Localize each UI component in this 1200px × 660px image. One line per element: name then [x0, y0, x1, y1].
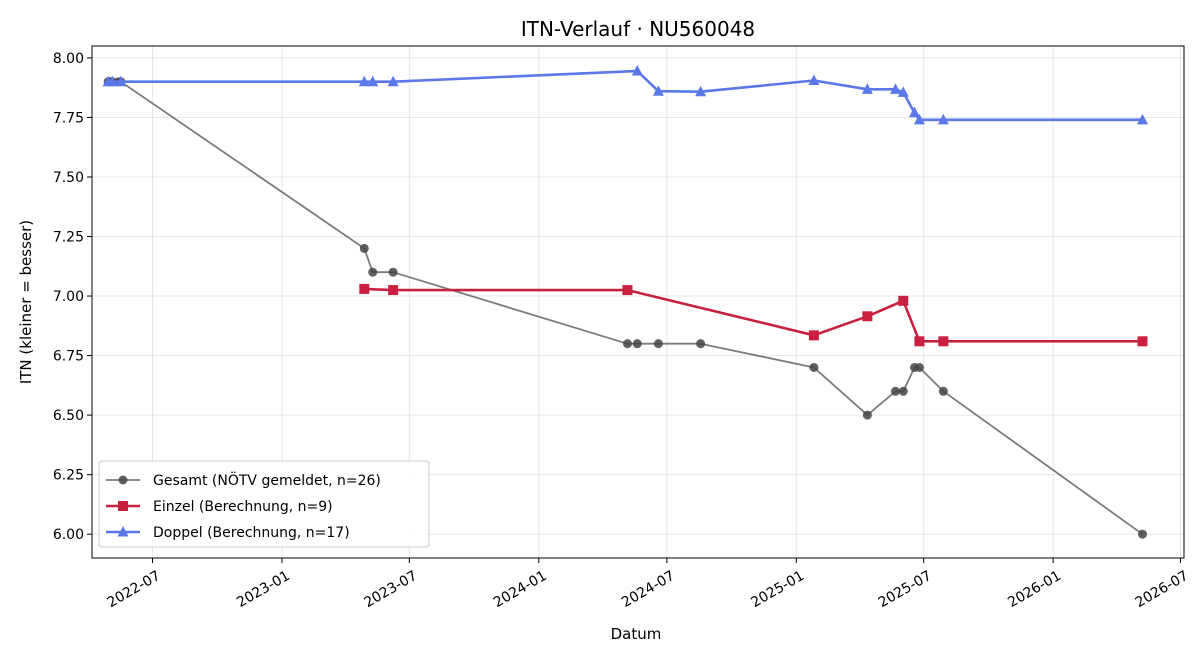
data-point — [938, 336, 949, 347]
x-axis-title: Datum — [611, 625, 662, 643]
data-point — [695, 85, 707, 97]
legend-label: Gesamt (NÖTV gemeldet, n=26) — [153, 471, 381, 489]
data-point — [1137, 529, 1147, 539]
data-point — [938, 386, 948, 396]
legend-entry: Gesamt (NÖTV gemeldet, n=26) — [106, 471, 381, 489]
y-tick-label: 6.25 — [53, 468, 84, 484]
data-point — [622, 339, 632, 349]
data-point — [359, 283, 370, 294]
data-point — [1136, 113, 1148, 125]
data-point — [653, 339, 663, 349]
legend-box — [98, 460, 430, 548]
data-point — [862, 410, 872, 420]
legend-entry: Einzel (Berechnung, n=9) — [106, 499, 333, 515]
data-point — [898, 386, 908, 396]
data-point — [808, 330, 819, 341]
data-point — [890, 83, 902, 94]
data-point — [862, 311, 873, 322]
series-2 — [359, 283, 1148, 347]
y-tick-label: 6.75 — [53, 349, 84, 365]
data-point — [808, 74, 820, 86]
data-point — [631, 65, 643, 76]
data-point — [1137, 336, 1148, 347]
chart-title: ITN-Verlauf · NU560048 — [521, 17, 755, 41]
data-point — [696, 339, 706, 349]
data-point — [387, 75, 399, 87]
y-tick-label: 7.25 — [53, 230, 84, 246]
data-point — [914, 336, 925, 347]
data-point — [367, 75, 379, 87]
data-point — [358, 75, 370, 87]
data-point — [368, 267, 378, 277]
legend-marker — [118, 475, 128, 485]
series-3 — [102, 65, 1148, 125]
y-tick-label: 6.50 — [53, 408, 84, 424]
data-point — [809, 362, 819, 372]
data-point — [622, 285, 633, 296]
data-point — [909, 106, 921, 118]
plot-frame — [91, 45, 1185, 559]
y-axis-title: ITN (kleiner = besser) — [17, 220, 35, 384]
legend-label: Doppel (Berechnung, n=17) — [153, 525, 350, 541]
data-point — [897, 86, 909, 97]
data-point — [913, 113, 925, 125]
legend-marker — [117, 526, 129, 537]
data-point — [388, 267, 398, 277]
series-layer — [102, 65, 1148, 539]
legend: Gesamt (NÖTV gemeldet, n=26) Einzel (Bere… — [98, 460, 430, 548]
data-point — [861, 83, 873, 94]
data-point — [359, 243, 369, 253]
data-point — [914, 362, 924, 372]
data-point — [115, 75, 127, 87]
data-point — [106, 75, 118, 87]
y-axis: 6.00 6.25 6.50 6.75 7.00 7.25 7.50 7.75 8.00 — [53, 51, 92, 543]
data-point — [898, 295, 909, 306]
y-tick-label: 7.00 — [53, 289, 84, 305]
data-point — [652, 85, 664, 96]
data-point — [891, 386, 901, 396]
y-tick-label: 6.00 — [53, 527, 84, 543]
legend-entry: Doppel (Berechnung, n=17) — [106, 525, 350, 541]
data-point — [937, 113, 949, 125]
data-point — [632, 339, 642, 349]
y-tick-label: 7.75 — [53, 110, 84, 126]
legend-marker — [118, 501, 128, 511]
y-tick-label: 7.50 — [53, 170, 84, 186]
legend-label: Einzel (Berechnung, n=9) — [153, 499, 333, 515]
y-tick-label: 8.00 — [53, 51, 84, 67]
data-point — [388, 285, 399, 296]
